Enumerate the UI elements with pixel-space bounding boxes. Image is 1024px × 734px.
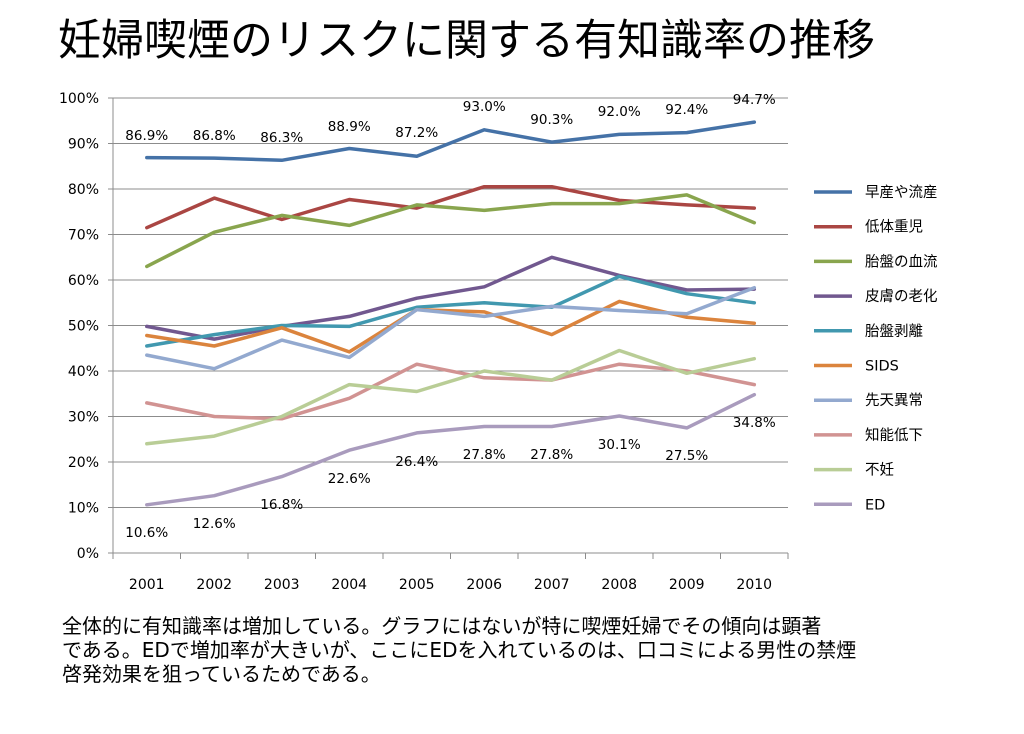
legend-label: 胎盤の血流 [865, 253, 938, 270]
x-tick-label: 2003 [264, 577, 300, 593]
series-line-5 [145, 274, 757, 348]
caption-line-2: である。EDで増加率が大きいが、ここにEDを入れているのは、口コミによる男性の禁… [62, 638, 857, 662]
y-tick-label: 30% [68, 410, 99, 426]
series-line-2 [145, 184, 757, 230]
series-line-10 [145, 392, 757, 507]
x-tick-label: 2006 [466, 577, 502, 593]
y-tick-label: 20% [68, 455, 99, 471]
data-label: 94.7% [733, 92, 776, 108]
data-label: 27.5% [665, 448, 708, 464]
y-tick-label: 40% [68, 364, 99, 380]
data-label: 30.1% [598, 437, 641, 453]
y-tick-label: 0% [77, 546, 99, 562]
series-line-9 [145, 348, 757, 446]
y-tick-label: 50% [68, 319, 99, 335]
y-axis-ticks: 0% 10% 20% 30% 40% 50% 60% 70% 80% 90% 100% [59, 91, 99, 562]
x-tick-label: 2004 [331, 577, 367, 593]
caption: 全体的に有知識率は増加している。グラフにはないが特に喫煙妊婦でその傾向は顕著 で… [62, 614, 962, 686]
legend-label: 胎盤剥離 [865, 322, 923, 340]
data-label: 27.8% [463, 447, 506, 463]
x-tick-label: 2001 [129, 577, 165, 593]
series-line-6 [145, 299, 757, 354]
data-labels: 86.9% 86.8% 86.3% 88.9% 87.2% 93.0% 90.3% 92.0%… [125, 92, 776, 541]
caption-line-1: 全体的に有知識率は増加している。グラフにはないが特に喫煙妊婦でその傾向は顕著 [62, 614, 822, 638]
legend-label: ED [865, 497, 885, 513]
chart-title: 妊婦喫煙のリスクに関する有知識率の推移 [58, 16, 875, 66]
x-tick-label: 2010 [736, 577, 772, 593]
series-line-3 [145, 193, 757, 269]
legend-label: 早産や流産 [865, 184, 938, 201]
x-tick-label: 2008 [601, 577, 637, 593]
data-label: 88.9% [328, 119, 371, 135]
data-label: 16.8% [260, 497, 303, 513]
series-line-8 [145, 362, 757, 421]
x-tick-label: 2005 [399, 577, 435, 593]
data-label: 86.8% [193, 128, 236, 144]
data-label: 86.3% [260, 130, 303, 146]
data-label: 93.0% [463, 99, 506, 115]
y-tick-label: 100% [59, 91, 99, 107]
series-line-7 [145, 285, 757, 371]
legend-label: 低体重児 [865, 219, 923, 236]
data-label: 26.4% [395, 454, 438, 470]
y-tick-label: 70% [68, 228, 99, 244]
data-label: 87.2% [395, 125, 438, 141]
data-label: 86.9% [125, 128, 168, 144]
data-label: 27.8% [530, 447, 573, 463]
y-tick-label: 90% [68, 137, 99, 153]
x-tick-label: 2002 [196, 577, 232, 593]
legend-label: 不妊 [865, 462, 894, 479]
x-axis-ticks: 2001 2002 2003 2004 2005 2006 2007 2008 2009 2010 [129, 577, 772, 593]
legend-label: SIDS [865, 359, 899, 375]
data-label: 92.0% [598, 104, 641, 120]
axes [108, 97, 789, 559]
y-tick-label: 10% [68, 501, 99, 517]
x-tick-label: 2007 [534, 577, 570, 593]
line-chart: 0%10%20%30%40%50%60%70%80%90%100% 2001 20… [59, 91, 938, 593]
data-label: 90.3% [530, 112, 573, 128]
data-label: 10.6% [125, 525, 168, 541]
legend-label: 皮膚の老化 [865, 288, 938, 305]
data-label: 92.4% [665, 102, 708, 118]
caption-line-3: 啓発効果を狙っているためである。 [62, 662, 381, 686]
series-line-4 [145, 255, 757, 341]
x-tick-label: 2009 [669, 577, 705, 593]
data-label: 34.8% [733, 415, 776, 431]
legend-label: 先天異常 [865, 392, 923, 409]
series-lines [145, 120, 757, 507]
data-label: 12.6% [193, 516, 236, 532]
data-label: 22.6% [328, 471, 371, 487]
y-tick-label: 80% [68, 182, 99, 198]
y-tick-label: 60% [68, 273, 99, 289]
legend-label: 知能低下 [865, 427, 923, 444]
series-line-1 [145, 120, 757, 163]
